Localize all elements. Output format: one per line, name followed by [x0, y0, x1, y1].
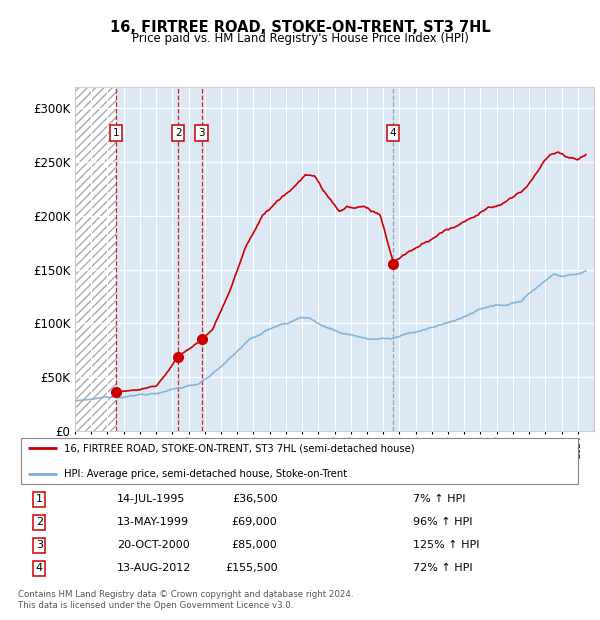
Text: 16, FIRTREE ROAD, STOKE-ON-TRENT, ST3 7HL: 16, FIRTREE ROAD, STOKE-ON-TRENT, ST3 7H…	[110, 20, 490, 35]
Text: 2: 2	[175, 128, 181, 138]
Text: 13-AUG-2012: 13-AUG-2012	[116, 563, 191, 574]
Bar	[75, 87, 116, 431]
Text: Contains HM Land Registry data © Crown copyright and database right 2024.
This d: Contains HM Land Registry data © Crown c…	[18, 590, 353, 609]
Text: £155,500: £155,500	[225, 563, 277, 574]
Text: 125% ↑ HPI: 125% ↑ HPI	[413, 540, 479, 550]
Text: 96% ↑ HPI: 96% ↑ HPI	[413, 517, 472, 527]
Text: Price paid vs. HM Land Registry's House Price Index (HPI): Price paid vs. HM Land Registry's House …	[131, 32, 469, 45]
Text: 16, FIRTREE ROAD, STOKE-ON-TRENT, ST3 7HL (semi-detached house): 16, FIRTREE ROAD, STOKE-ON-TRENT, ST3 7H…	[64, 443, 415, 453]
Text: 13-MAY-1999: 13-MAY-1999	[116, 517, 189, 527]
Text: 1: 1	[36, 494, 43, 504]
Text: HPI: Average price, semi-detached house, Stoke-on-Trent: HPI: Average price, semi-detached house,…	[64, 469, 347, 479]
Text: 3: 3	[198, 128, 205, 138]
Text: 72% ↑ HPI: 72% ↑ HPI	[413, 563, 472, 574]
Text: 4: 4	[390, 128, 397, 138]
Text: 3: 3	[36, 540, 43, 550]
Text: 1: 1	[113, 128, 119, 138]
Text: 7% ↑ HPI: 7% ↑ HPI	[413, 494, 466, 504]
Text: £36,500: £36,500	[232, 494, 277, 504]
Text: 20-OCT-2000: 20-OCT-2000	[116, 540, 190, 550]
Text: 14-JUL-1995: 14-JUL-1995	[116, 494, 185, 504]
Text: £85,000: £85,000	[232, 540, 277, 550]
Text: 2: 2	[36, 517, 43, 527]
FancyBboxPatch shape	[21, 438, 578, 484]
Text: £69,000: £69,000	[232, 517, 277, 527]
Text: 4: 4	[36, 563, 43, 574]
